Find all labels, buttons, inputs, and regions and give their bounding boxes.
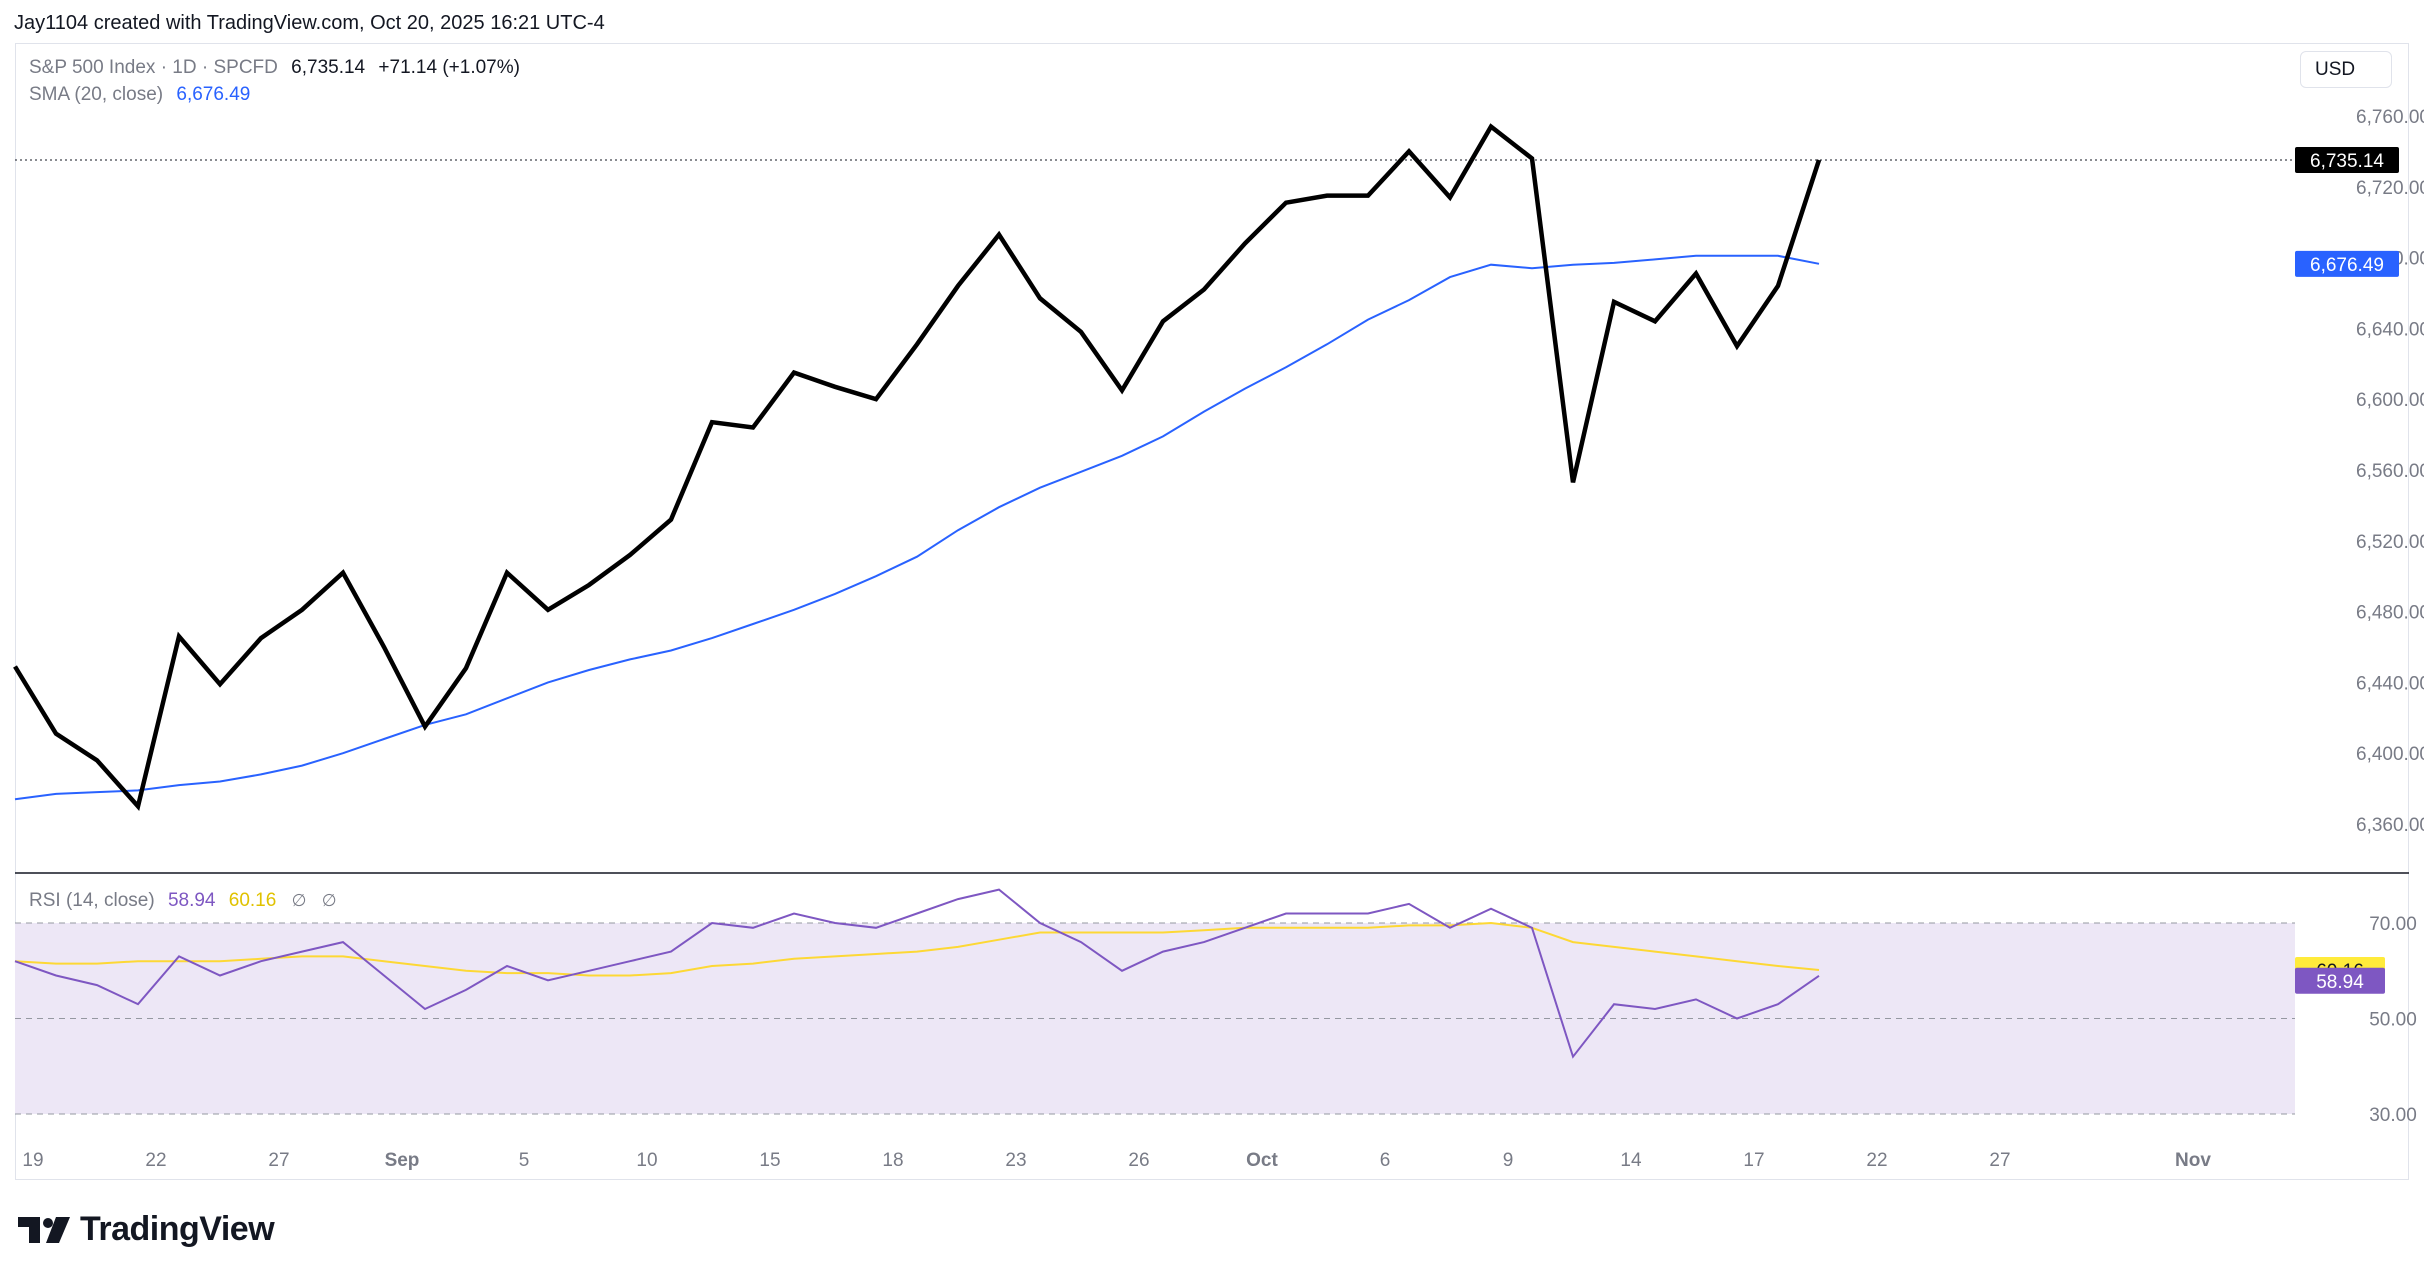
time-axis-tick: 22 bbox=[1866, 1150, 1887, 1171]
price-axis-tick: 6,440.00 bbox=[2356, 673, 2424, 694]
time-axis-tick: 5 bbox=[519, 1150, 530, 1171]
time-axis-tick: 17 bbox=[1743, 1150, 1764, 1171]
price-axis-tick: 6,360.00 bbox=[2356, 815, 2424, 836]
rsi-empty-value-2: ∅ bbox=[321, 891, 337, 910]
currency-button[interactable]: USD bbox=[2300, 51, 2392, 88]
rsi-ma-line bbox=[14, 921, 1820, 977]
chart-frame bbox=[15, 43, 2409, 1180]
time-axis-tick: 6 bbox=[1380, 1150, 1391, 1171]
price-axis-tick: 6,560.00 bbox=[2356, 461, 2424, 482]
sma-line bbox=[14, 254, 1820, 801]
time-axis-tick: 22 bbox=[145, 1150, 166, 1171]
tradingview-wordmark: TradingView bbox=[80, 1210, 275, 1248]
time-axis-tick: 26 bbox=[1128, 1150, 1149, 1171]
sma-last-tag-text: 6,676.49 bbox=[2310, 255, 2384, 276]
price-axis-tick: 6,400.00 bbox=[2356, 744, 2424, 765]
time-axis-tick: 15 bbox=[759, 1150, 780, 1171]
symbol-label[interactable]: S&P 500 Index · 1D · SPCFD bbox=[29, 57, 278, 78]
sma-value: 6,676.49 bbox=[176, 84, 251, 105]
time-axis-tick: 27 bbox=[268, 1150, 289, 1171]
time-axis-tick: 18 bbox=[882, 1150, 903, 1171]
rsi-ma-value: 60.16 bbox=[228, 890, 277, 911]
price-axis-tick: 6,600.00 bbox=[2356, 390, 2424, 411]
price-last-tag bbox=[2295, 147, 2399, 174]
time-axis-tick: Nov bbox=[2175, 1150, 2211, 1171]
rsi-axis-tick: 50.00 bbox=[2369, 1010, 2417, 1031]
rsi-last-tag-text: 58.94 bbox=[2316, 972, 2364, 993]
rsi-value: 58.94 bbox=[167, 890, 216, 911]
sma-legend[interactable]: SMA (20, close) 6,676.49 bbox=[29, 84, 250, 106]
time-axis-tick: 27 bbox=[1989, 1150, 2010, 1171]
price-last-tag-text: 6,735.14 bbox=[2310, 151, 2384, 172]
time-axis-tick: 9 bbox=[1503, 1150, 1514, 1171]
rsi-legend[interactable]: RSI (14, close) 58.94 60.16 ∅ ∅ bbox=[29, 890, 337, 912]
time-axis-tick: 14 bbox=[1620, 1150, 1642, 1171]
attribution-text: Jay1104 created with TradingView.com, Oc… bbox=[14, 12, 605, 34]
tradingview-logo[interactable]: TradingView bbox=[18, 1210, 275, 1249]
sma-last-tag bbox=[2295, 250, 2399, 277]
rsi-axis-tick: 30.00 bbox=[2369, 1105, 2417, 1126]
time-axis: 19 22 27 Sep 5 10 15 18 23 26 Oct 6 9 14 17 22 27 Nov bbox=[22, 1150, 2211, 1171]
main-legend[interactable]: S&P 500 Index · 1D · SPCFD 6,735.14 +71.… bbox=[29, 57, 520, 79]
price-change-value: +71.14 (+1.07%) bbox=[378, 57, 520, 78]
price-axis-tick: 6,480.00 bbox=[2356, 603, 2424, 624]
rsi-label[interactable]: RSI (14, close) bbox=[29, 890, 155, 911]
price-axis-tick: 6,720.00 bbox=[2356, 178, 2424, 199]
price-pane: 6,760.006,720.006,680.006,640.006,600.00… bbox=[13, 107, 2424, 874]
time-axis-tick: 23 bbox=[1005, 1150, 1026, 1171]
price-axis-tick: 6,760.00 bbox=[2356, 107, 2424, 128]
price-line bbox=[13, 123, 1822, 812]
time-axis-tick: Sep bbox=[385, 1150, 420, 1171]
rsi-last-tag bbox=[2295, 967, 2385, 994]
tradingview-logo-icon bbox=[18, 1216, 70, 1243]
rsi-axis-tick: 70.00 bbox=[2369, 914, 2417, 935]
rsi-line bbox=[14, 888, 1820, 1059]
rsi-empty-value-1: ∅ bbox=[291, 891, 307, 910]
price-axis-tick: 6,640.00 bbox=[2356, 319, 2424, 340]
sma-label[interactable]: SMA (20, close) bbox=[29, 84, 164, 105]
time-axis-tick: 10 bbox=[636, 1150, 657, 1171]
rsi-pane: 70.00 50.00 30.00 60.16 58.94 bbox=[14, 888, 2417, 1126]
time-axis-tick: Oct bbox=[1246, 1150, 1278, 1171]
last-price-value: 6,735.14 bbox=[291, 57, 366, 78]
price-axis-tick: 6,520.00 bbox=[2356, 532, 2424, 553]
time-axis-tick: 19 bbox=[22, 1150, 43, 1171]
